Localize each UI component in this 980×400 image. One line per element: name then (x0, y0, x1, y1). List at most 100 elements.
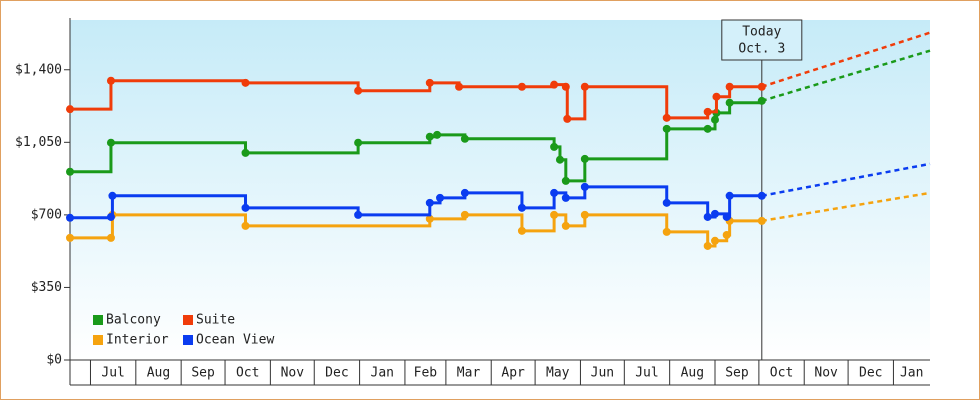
x-tick-label: Dec (325, 366, 348, 381)
x-tick-label: Apr (501, 366, 525, 381)
data-point (757, 216, 766, 225)
data-point (66, 167, 74, 176)
x-tick-label: Jul (635, 366, 658, 381)
data-point (517, 203, 526, 212)
data-point (517, 226, 526, 235)
y-tick-label: $1,050 (15, 135, 62, 150)
y-tick-label: $0 (46, 353, 62, 368)
data-point (662, 227, 671, 236)
legend-label: Ocean View (196, 333, 274, 348)
data-point (106, 212, 115, 221)
x-tick-label: Jan (900, 366, 923, 381)
data-point (425, 132, 434, 141)
x-tick-label: Sep (191, 366, 215, 381)
data-point (711, 115, 719, 124)
data-point (354, 138, 363, 147)
x-tick-label: May (546, 366, 570, 381)
data-point (561, 176, 570, 185)
data-point (580, 210, 589, 219)
data-point (106, 233, 115, 242)
data-point (703, 241, 712, 250)
x-tick-label: Mar (457, 366, 481, 381)
x-tick-label: Nov (281, 366, 305, 381)
legend-label: Suite (196, 313, 235, 328)
today-label: Oct. 3 (738, 42, 785, 57)
today-box (721, 19, 803, 61)
data-point (66, 105, 74, 114)
y-tick-label: $1,400 (15, 62, 62, 77)
data-point (455, 82, 464, 91)
data-point (460, 210, 469, 219)
forecast-line (761, 162, 931, 198)
data-point (580, 182, 589, 191)
x-tick-label: Aug (147, 366, 170, 381)
data-point (703, 107, 712, 116)
data-point (703, 124, 712, 133)
data-point (241, 203, 250, 212)
legend-swatch (93, 335, 103, 345)
data-point (561, 193, 570, 202)
data-point (722, 212, 731, 221)
data-point (725, 191, 734, 200)
data-point (550, 188, 559, 197)
data-point (66, 213, 74, 222)
data-point (106, 138, 115, 147)
x-tick-label: Feb (414, 366, 438, 381)
today-label: Today (742, 25, 781, 40)
x-tick-label: Oct (236, 366, 259, 381)
forecast-line (761, 191, 931, 223)
data-point (563, 114, 572, 123)
y-tick-label: $350 (31, 280, 62, 295)
data-point (580, 82, 589, 91)
plot-area (70, 20, 930, 360)
data-point (425, 78, 434, 87)
x-tick-label: Sep (725, 366, 749, 381)
data-point (460, 188, 469, 197)
data-point (703, 212, 712, 221)
data-point (106, 76, 115, 85)
data-point (662, 124, 671, 133)
data-point (66, 233, 74, 242)
data-point (241, 221, 250, 230)
data-point (757, 82, 766, 91)
data-point (108, 191, 117, 200)
data-point (711, 236, 719, 245)
data-point (555, 155, 564, 164)
data-point (433, 130, 442, 139)
data-point (561, 82, 570, 91)
data-point (425, 198, 434, 207)
legend-label: Interior (106, 333, 169, 348)
data-point (725, 82, 734, 91)
legend-swatch (93, 315, 103, 325)
x-tick-label: Oct (770, 366, 793, 381)
data-point (757, 191, 766, 200)
x-tick-label: Jan (371, 366, 394, 381)
data-point (425, 214, 434, 223)
x-tick-label: Jul (101, 366, 124, 381)
data-point (517, 82, 526, 91)
data-point (722, 230, 731, 239)
x-tick-label: Dec (859, 366, 882, 381)
x-tick-label: Aug (681, 366, 704, 381)
forecast-line (761, 31, 931, 88)
data-point (550, 142, 559, 151)
data-point (241, 148, 250, 157)
data-point (241, 78, 250, 87)
data-point (354, 210, 363, 219)
y-tick-label: $700 (31, 207, 62, 222)
legend-swatch (183, 335, 193, 345)
data-point (460, 134, 469, 143)
forecast-line (761, 49, 931, 103)
data-point (662, 198, 671, 207)
data-point (550, 80, 559, 89)
data-point (561, 221, 570, 230)
legend-swatch (183, 315, 193, 325)
data-point (436, 193, 445, 202)
data-point (662, 113, 671, 122)
x-tick-label: Nov (814, 366, 838, 381)
data-point (757, 96, 766, 105)
data-point (712, 92, 721, 101)
data-point (725, 98, 734, 107)
data-point (354, 86, 363, 95)
